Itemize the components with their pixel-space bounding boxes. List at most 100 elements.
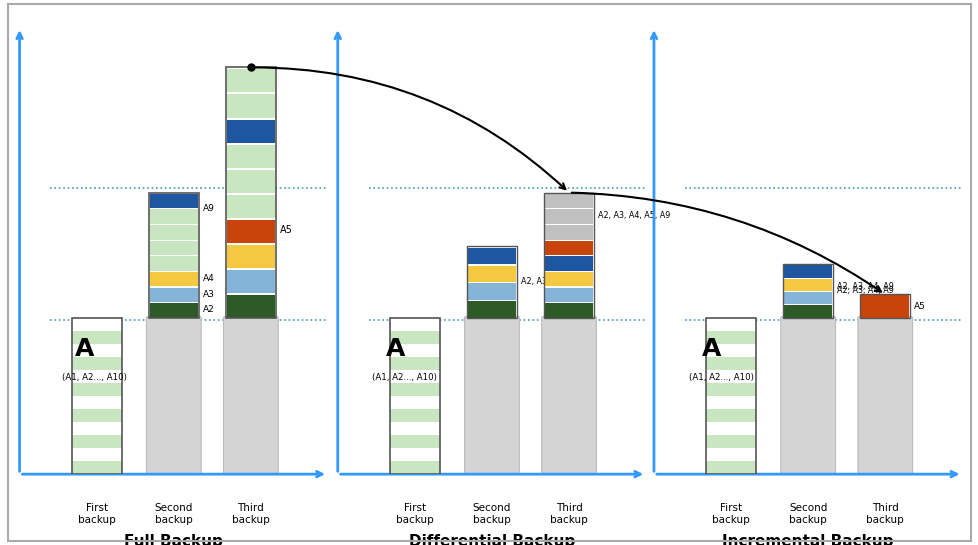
Text: A5: A5	[913, 301, 925, 311]
Bar	[71, 318, 121, 331]
Bar	[389, 396, 439, 409]
Bar	[705, 318, 755, 331]
Text: First
backup: First backup	[711, 503, 749, 525]
Bar	[227, 295, 275, 318]
FancyBboxPatch shape	[857, 317, 911, 475]
Bar	[150, 304, 198, 318]
Bar	[150, 194, 198, 208]
Bar	[389, 409, 439, 422]
Bar	[227, 220, 275, 243]
Text: Incremental Backup: Incremental Backup	[722, 534, 893, 545]
Bar	[389, 344, 439, 357]
Bar	[545, 304, 593, 318]
Bar	[150, 241, 198, 255]
Bar	[150, 209, 198, 224]
Bar	[705, 357, 755, 370]
Bar	[71, 461, 121, 474]
Bar	[705, 448, 755, 461]
Bar	[705, 318, 755, 474]
Bar	[71, 331, 121, 344]
FancyBboxPatch shape	[147, 317, 200, 475]
Bar	[389, 370, 439, 383]
Bar	[150, 288, 198, 302]
Bar	[389, 435, 439, 448]
Bar	[705, 409, 755, 422]
Text: A: A	[75, 337, 94, 361]
Bar	[150, 272, 198, 287]
Text: (A1, A2..., A10): (A1, A2..., A10)	[62, 373, 127, 382]
Bar	[467, 246, 516, 318]
Bar	[783, 292, 831, 304]
Text: Third
backup: Third backup	[232, 503, 270, 525]
Bar	[71, 318, 121, 474]
Bar	[545, 272, 593, 287]
Text: A2, A3, A4, A9: A2, A3, A4, A9	[836, 282, 893, 291]
Bar	[389, 318, 439, 474]
Text: (A1, A2..., A10): (A1, A2..., A10)	[688, 373, 753, 382]
Bar	[861, 294, 909, 318]
Text: First
backup: First backup	[395, 503, 433, 525]
Bar	[467, 283, 515, 300]
Bar	[71, 370, 121, 383]
Text: Third
backup: Third backup	[866, 503, 904, 525]
Bar	[71, 344, 121, 357]
Bar	[227, 69, 275, 93]
Bar	[467, 301, 515, 318]
Bar	[783, 265, 831, 277]
Bar	[389, 448, 439, 461]
Bar	[149, 192, 199, 318]
Text: A: A	[701, 337, 721, 361]
Bar	[227, 169, 275, 192]
FancyBboxPatch shape	[541, 317, 596, 475]
Text: Third
backup: Third backup	[550, 503, 588, 525]
Bar	[705, 396, 755, 409]
Bar	[227, 94, 275, 118]
Bar	[545, 256, 593, 271]
Bar	[545, 194, 593, 208]
Bar	[545, 225, 593, 239]
FancyBboxPatch shape	[780, 317, 834, 475]
Bar	[71, 396, 121, 409]
Bar	[227, 245, 275, 268]
Text: Differential Backup: Differential Backup	[409, 534, 574, 545]
Bar	[389, 422, 439, 435]
Bar	[71, 409, 121, 422]
Bar	[226, 68, 276, 318]
Text: Second
backup: Second backup	[788, 503, 826, 525]
Bar	[860, 294, 910, 318]
Text: First
backup: First backup	[77, 503, 115, 525]
Bar	[705, 344, 755, 357]
Bar	[150, 225, 198, 239]
Bar	[227, 119, 275, 143]
Bar	[150, 256, 198, 271]
Bar	[71, 448, 121, 461]
Text: Full Backup: Full Backup	[124, 534, 223, 545]
Bar	[783, 278, 831, 291]
Bar	[389, 383, 439, 396]
Bar	[545, 288, 593, 302]
Bar	[389, 318, 439, 331]
Bar	[467, 247, 515, 264]
Text: A: A	[385, 337, 405, 361]
Bar	[389, 331, 439, 344]
Bar	[467, 265, 515, 282]
Bar	[71, 357, 121, 370]
Text: A3: A3	[202, 290, 214, 299]
Text: A9: A9	[202, 204, 214, 213]
Bar	[227, 270, 275, 293]
FancyBboxPatch shape	[223, 317, 278, 475]
Bar	[227, 195, 275, 217]
Bar	[71, 383, 121, 396]
Text: A5: A5	[280, 225, 292, 235]
Bar	[545, 209, 593, 224]
Text: A2: A2	[202, 305, 214, 314]
Bar	[705, 370, 755, 383]
Bar	[705, 383, 755, 396]
Bar	[389, 357, 439, 370]
Text: Second
backup: Second backup	[472, 503, 511, 525]
Bar	[705, 461, 755, 474]
Bar	[71, 435, 121, 448]
Text: A2, A3, A4, A5, A9: A2, A3, A4, A5, A9	[598, 210, 670, 220]
Text: (A1, A2..., A10): (A1, A2..., A10)	[372, 373, 437, 382]
Bar	[782, 264, 832, 318]
